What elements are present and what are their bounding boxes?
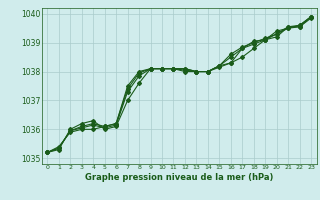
X-axis label: Graphe pression niveau de la mer (hPa): Graphe pression niveau de la mer (hPa) xyxy=(85,173,273,182)
